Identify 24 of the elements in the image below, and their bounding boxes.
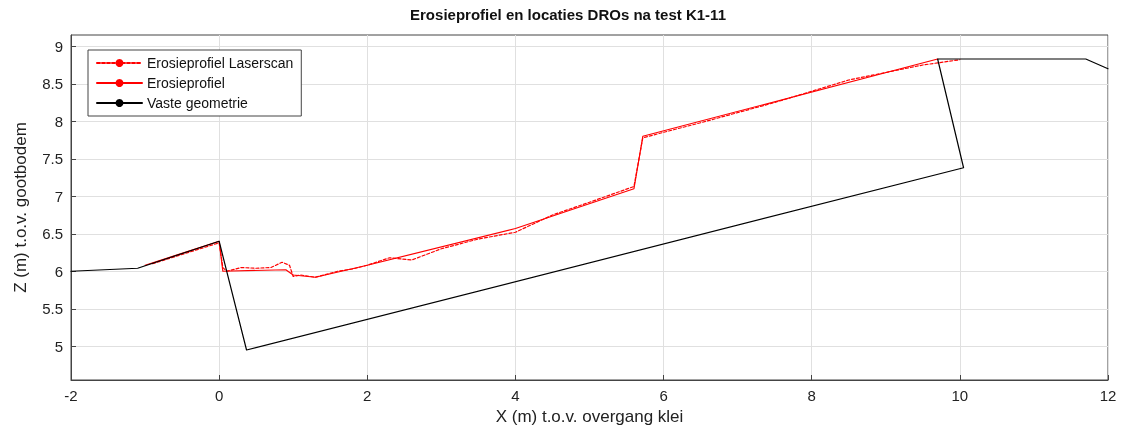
x-tick-label: 0 (214, 387, 224, 404)
y-tick-label: 7.5 (42, 150, 63, 168)
y-axis-title: Z (m) t.o.v. gootbodem (11, 122, 30, 293)
y-tick-label: 5 (54, 337, 63, 355)
x-tick-label: 8 (807, 387, 816, 404)
legend-label: Erosieprofiel Laserscan (147, 55, 294, 71)
y-tick-label: 7 (54, 187, 63, 205)
y-tick-label: 6 (54, 262, 63, 280)
y-tick-label: 8.5 (42, 75, 63, 93)
y-tick-label: 6.5 (42, 225, 63, 243)
x-tick-label: 6 (659, 387, 668, 404)
x-tick-label: 12 (1099, 387, 1117, 404)
y-tick-label: 9 (54, 37, 63, 55)
y-tick-label: 5.5 (42, 300, 63, 318)
line-series (70, 58, 1109, 351)
y-tick-label: 8 (54, 112, 63, 130)
x-tick-label: 10 (951, 387, 969, 404)
legend-label: Vaste geometrie (147, 95, 249, 111)
chart-title: Erosieprofiel en locaties DROs na test K1-11 (410, 6, 726, 23)
x-tick-label: -2 (64, 387, 78, 404)
x-tick-label: 4 (511, 387, 520, 404)
x-axis-title: X (m) t.o.v. overgang klei (495, 407, 684, 426)
legend-label: Erosieprofiel (147, 75, 225, 91)
x-tick-label: 2 (363, 387, 372, 404)
